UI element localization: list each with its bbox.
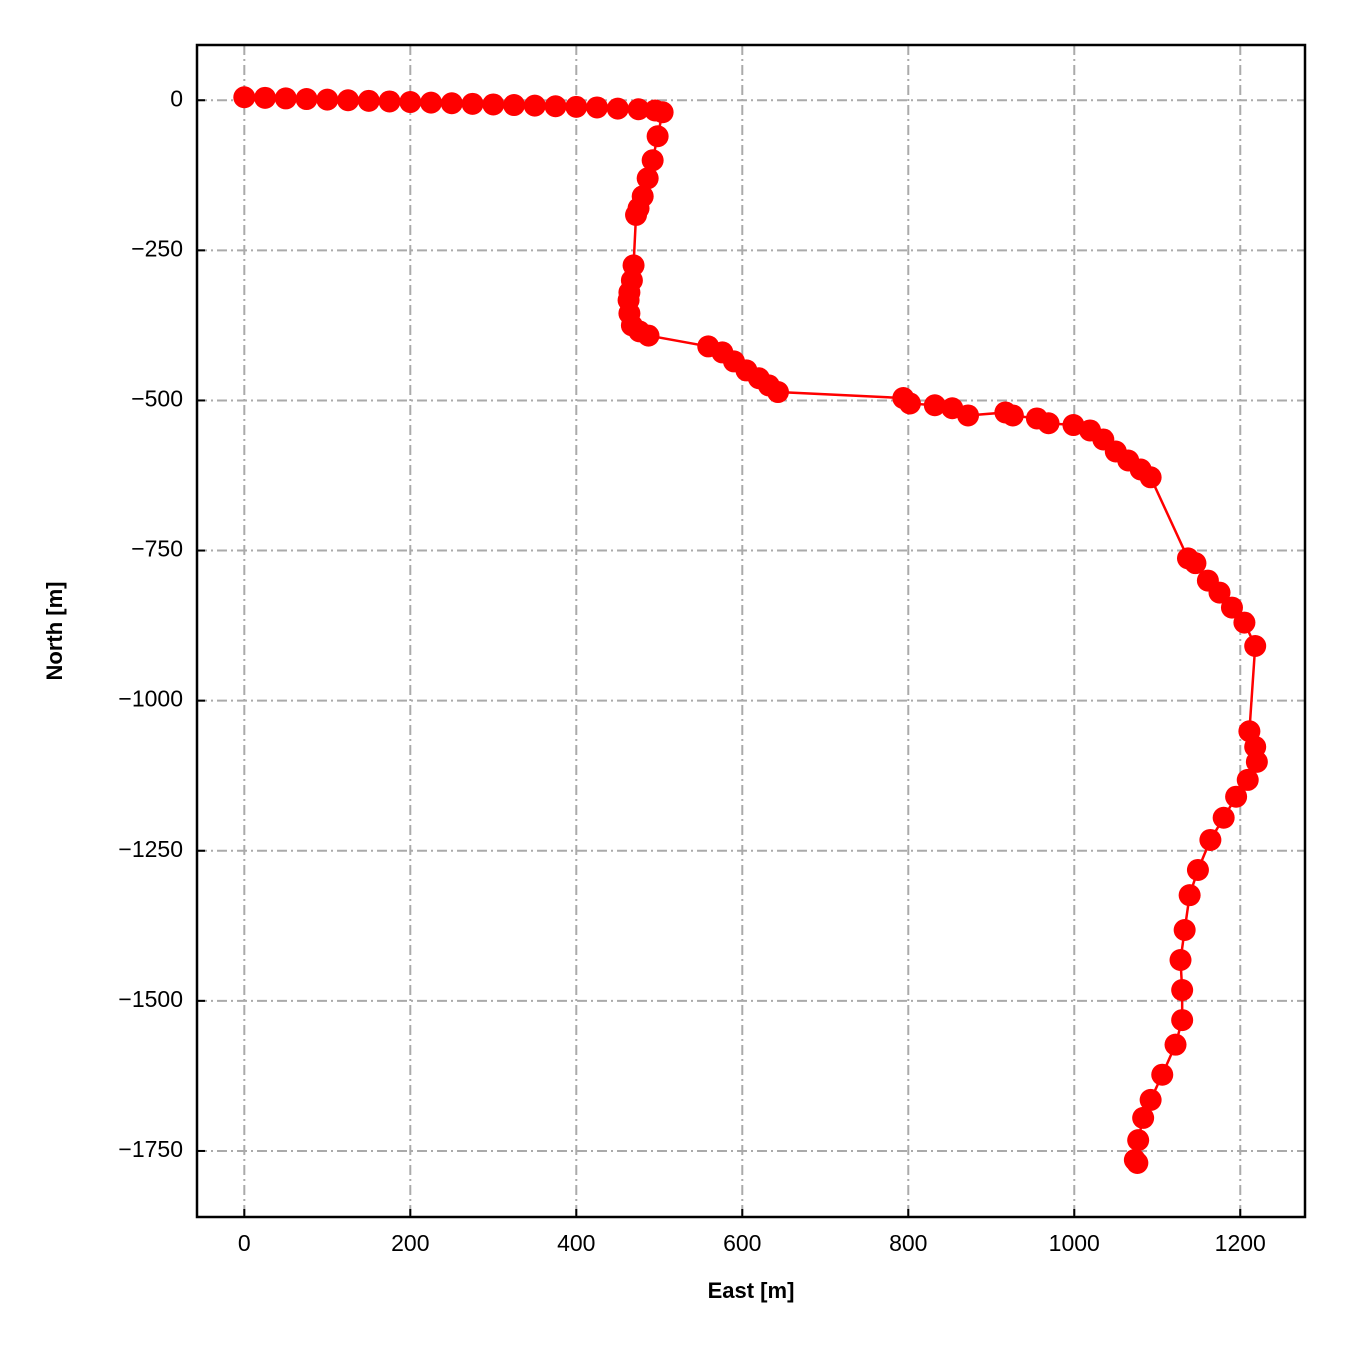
- marker: [1169, 949, 1192, 972]
- marker: [625, 203, 648, 226]
- marker: [641, 149, 664, 172]
- marker: [254, 86, 277, 109]
- y-tick-label: −500: [131, 386, 183, 412]
- x-tick-label: 600: [723, 1230, 761, 1256]
- marker: [1245, 750, 1268, 773]
- y-tick-label: −1750: [118, 1136, 183, 1162]
- marker: [1173, 919, 1196, 942]
- marker: [1001, 404, 1024, 427]
- marker: [503, 94, 526, 117]
- marker: [1236, 768, 1259, 791]
- marker: [1037, 412, 1060, 435]
- marker: [1184, 552, 1207, 575]
- marker: [399, 91, 422, 114]
- marker: [482, 93, 505, 116]
- marker: [461, 92, 484, 115]
- x-tick-label: 200: [391, 1230, 429, 1256]
- marker: [295, 88, 318, 111]
- x-tick-label: 1000: [1049, 1230, 1100, 1256]
- marker: [440, 92, 463, 115]
- marker: [1127, 1129, 1150, 1152]
- marker: [957, 404, 980, 427]
- marker: [233, 86, 256, 109]
- y-tick-label: −1250: [118, 836, 183, 862]
- marker: [357, 89, 380, 112]
- marker: [636, 167, 659, 190]
- marker: [1062, 414, 1085, 437]
- marker: [923, 394, 946, 417]
- x-tick-label: 0: [238, 1230, 251, 1256]
- x-tick-label: 1200: [1215, 1230, 1266, 1256]
- marker: [1178, 884, 1201, 907]
- marker: [337, 89, 360, 112]
- marker: [1139, 466, 1162, 489]
- plot-frame: [195, 43, 1307, 1219]
- marker: [1225, 785, 1248, 808]
- marker: [1244, 635, 1267, 658]
- line: [244, 95, 1259, 1164]
- marker: [316, 88, 339, 111]
- marker: [1139, 1088, 1162, 1111]
- marker: [1212, 806, 1235, 829]
- marker: [606, 97, 629, 120]
- marker: [1220, 596, 1243, 619]
- marker: [1171, 1009, 1194, 1032]
- marker: [1151, 1063, 1174, 1086]
- marker: [274, 87, 297, 110]
- marker: [1199, 828, 1222, 851]
- marker: [1186, 858, 1209, 881]
- x-tick-label: 400: [557, 1230, 595, 1256]
- marker: [1233, 611, 1256, 634]
- marker: [766, 381, 789, 404]
- marker: [1171, 979, 1194, 1002]
- marker: [420, 91, 443, 114]
- x-axis-title: East [m]: [708, 1278, 795, 1303]
- marker: [1164, 1033, 1187, 1056]
- y-tick-label: −1000: [118, 686, 183, 712]
- y-tick-label: −750: [131, 536, 183, 562]
- y-axis-title: North [m]: [42, 582, 67, 681]
- marker: [898, 392, 921, 415]
- marker: [627, 98, 650, 121]
- marker: [565, 95, 588, 118]
- marker: [1208, 581, 1231, 604]
- marker: [523, 94, 546, 117]
- marker: [637, 324, 660, 347]
- marker: [651, 101, 674, 124]
- marker: [1132, 1106, 1155, 1129]
- x-tick-label: 800: [889, 1230, 927, 1256]
- marker: [378, 90, 401, 113]
- marker: [1126, 1151, 1149, 1174]
- marker: [544, 95, 567, 118]
- marker: [646, 125, 669, 148]
- y-tick-label: −250: [131, 235, 183, 261]
- marker: [586, 96, 609, 119]
- y-tick-label: 0: [170, 85, 183, 111]
- y-tick-label: −1500: [118, 986, 183, 1012]
